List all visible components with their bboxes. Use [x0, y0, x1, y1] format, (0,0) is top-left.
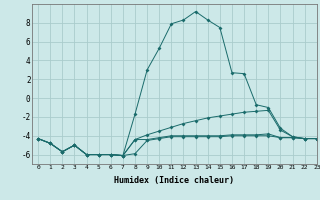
X-axis label: Humidex (Indice chaleur): Humidex (Indice chaleur)	[115, 176, 234, 185]
